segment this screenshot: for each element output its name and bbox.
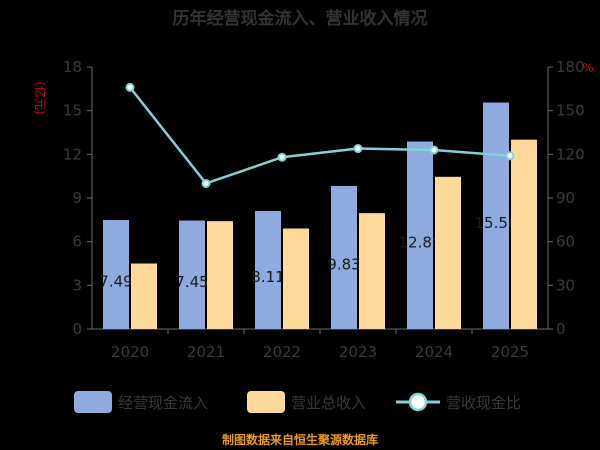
bar-revenue-overlay xyxy=(207,221,233,329)
ratio-line xyxy=(129,86,511,185)
legend-label-0: 经营现金流入 xyxy=(118,394,208,412)
right-tick-label: 30 xyxy=(556,276,575,294)
right-tick-label: 180 xyxy=(556,58,585,76)
bar-cash-inflow xyxy=(103,219,129,329)
bar-cash-inflow xyxy=(179,220,205,329)
bar-cash-inflow xyxy=(407,141,433,329)
left-tick-label: 3 xyxy=(72,276,82,294)
ratio-point xyxy=(201,178,211,188)
left-tick-label: 9 xyxy=(72,189,82,207)
legend-label-1: 营业总收入 xyxy=(291,394,366,412)
x-tick-label: 2023 xyxy=(339,343,377,361)
chart-title: 历年经营现金流入、营业收入情况 xyxy=(173,8,428,29)
left-tick-label: 0 xyxy=(72,320,82,338)
x-tick-label: 2020 xyxy=(111,343,149,361)
legend-marker-2 xyxy=(408,392,428,412)
bar-revenue-overlay xyxy=(131,263,157,329)
bar-data-label: 15.56 xyxy=(475,214,518,232)
x-tick-label: 2021 xyxy=(187,343,225,361)
right-tick-label: 60 xyxy=(556,233,575,251)
legend-label-2: 营收现金比 xyxy=(446,394,521,412)
right-axis-unit: % xyxy=(582,61,593,75)
right-tick-label: 0 xyxy=(556,320,566,338)
left-axis-unit: (亿元) xyxy=(33,81,48,114)
left-tick-label: 6 xyxy=(72,233,82,251)
bar-revenue-overlay xyxy=(283,228,309,329)
right-tick-label: 120 xyxy=(556,145,585,163)
bar-data-label: 7.49 xyxy=(99,272,132,290)
bar-cash-inflow xyxy=(331,185,357,329)
legend-swatch-1 xyxy=(247,391,285,413)
bar-data-label: 8.11 xyxy=(251,268,284,286)
bar-data-label: 12.88 xyxy=(399,233,442,251)
ratio-point xyxy=(125,82,135,92)
ratio-point xyxy=(277,152,287,162)
bar-revenue-overlay xyxy=(359,213,385,329)
left-tick-label: 15 xyxy=(63,102,82,120)
bar-cash-inflow xyxy=(483,102,509,329)
right-tick-label: 150 xyxy=(556,102,585,120)
x-tick-label: 2024 xyxy=(415,343,453,361)
source-footer: 制图数据来自恒生聚源数据库 xyxy=(222,432,378,447)
left-tick-label: 12 xyxy=(63,145,82,163)
legend: 经营现金流入 营业总收入 营收现金比 xyxy=(74,391,521,413)
x-tick-label: 2025 xyxy=(491,343,529,361)
bar-revenue-overlay xyxy=(435,176,461,329)
ratio-point xyxy=(429,145,439,155)
bar-data-label: 7.45 xyxy=(175,273,208,291)
bar-cash-inflow xyxy=(255,210,281,329)
x-tick-label: 2022 xyxy=(263,343,301,361)
right-tick-label: 90 xyxy=(556,189,575,207)
bar-data-label: 9.83 xyxy=(327,255,360,273)
legend-swatch-0 xyxy=(74,391,112,413)
ratio-point xyxy=(353,144,363,154)
bar-revenue-overlay xyxy=(511,139,537,329)
ratio-point xyxy=(505,151,515,161)
left-tick-label: 18 xyxy=(63,58,82,76)
